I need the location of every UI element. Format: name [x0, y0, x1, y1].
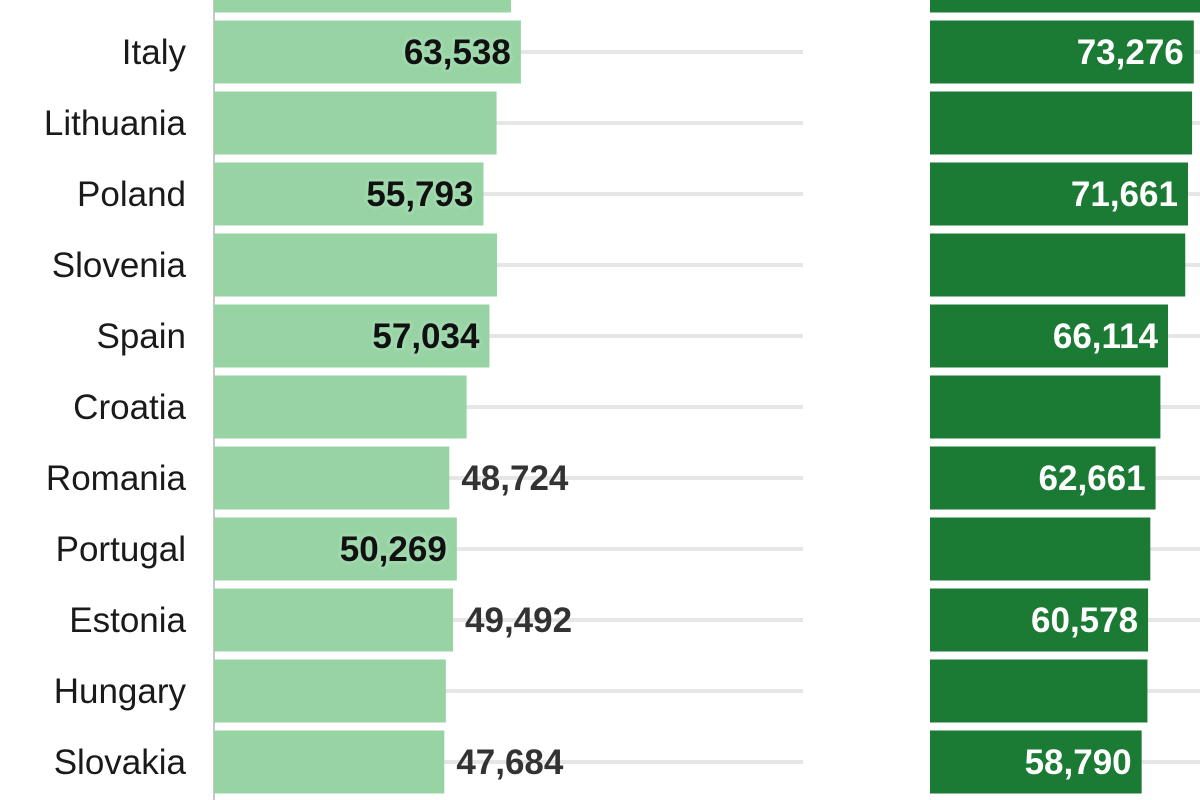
category-label: Slovenia — [52, 246, 187, 285]
bar — [930, 375, 1161, 439]
bar — [930, 91, 1193, 155]
category-label: Italy — [122, 33, 187, 72]
data-label: 47,684 — [456, 743, 564, 782]
bar — [214, 659, 446, 723]
bar — [214, 588, 454, 652]
category-label: Spain — [96, 317, 186, 356]
bar — [214, 517, 457, 581]
data-label: 71,661 — [1071, 175, 1178, 214]
bar — [930, 0, 1200, 13]
bar — [930, 20, 1194, 84]
bar — [930, 517, 1151, 581]
bar — [214, 304, 490, 368]
data-label: 62,661 — [1039, 459, 1146, 498]
data-label: 48,724 — [461, 459, 569, 498]
bar — [214, 91, 497, 155]
bar — [930, 233, 1186, 297]
category-label: Croatia — [73, 388, 186, 427]
data-label: 49,492 — [465, 601, 572, 640]
bar — [214, 730, 445, 794]
category-label: Poland — [77, 175, 186, 214]
bar — [214, 375, 467, 439]
category-label: Slovakia — [54, 743, 187, 782]
bar — [930, 730, 1142, 794]
category-label: Estonia — [69, 601, 186, 640]
bar — [214, 0, 512, 13]
category-label: Romania — [46, 459, 187, 498]
data-label: 50,269 — [340, 530, 447, 569]
bar — [214, 162, 484, 226]
data-label: 60,578 — [1031, 601, 1138, 640]
data-label: 55,793 — [366, 175, 473, 214]
bar — [930, 304, 1169, 368]
bar — [930, 659, 1148, 723]
data-label: 73,276 — [1077, 33, 1184, 72]
bar — [930, 446, 1156, 510]
category-label: Portugal — [56, 530, 186, 569]
data-label: 63,538 — [404, 33, 511, 72]
data-label: 66,114 — [1053, 317, 1159, 356]
bar — [930, 588, 1149, 652]
category-label: Hungary — [54, 672, 187, 711]
bar — [930, 162, 1188, 226]
data-label: 58,790 — [1025, 743, 1132, 782]
bar — [214, 446, 450, 510]
data-label: 57,034 — [372, 317, 480, 356]
bar — [214, 20, 521, 84]
bar — [214, 233, 498, 297]
category-label: Lithuania — [44, 104, 187, 143]
